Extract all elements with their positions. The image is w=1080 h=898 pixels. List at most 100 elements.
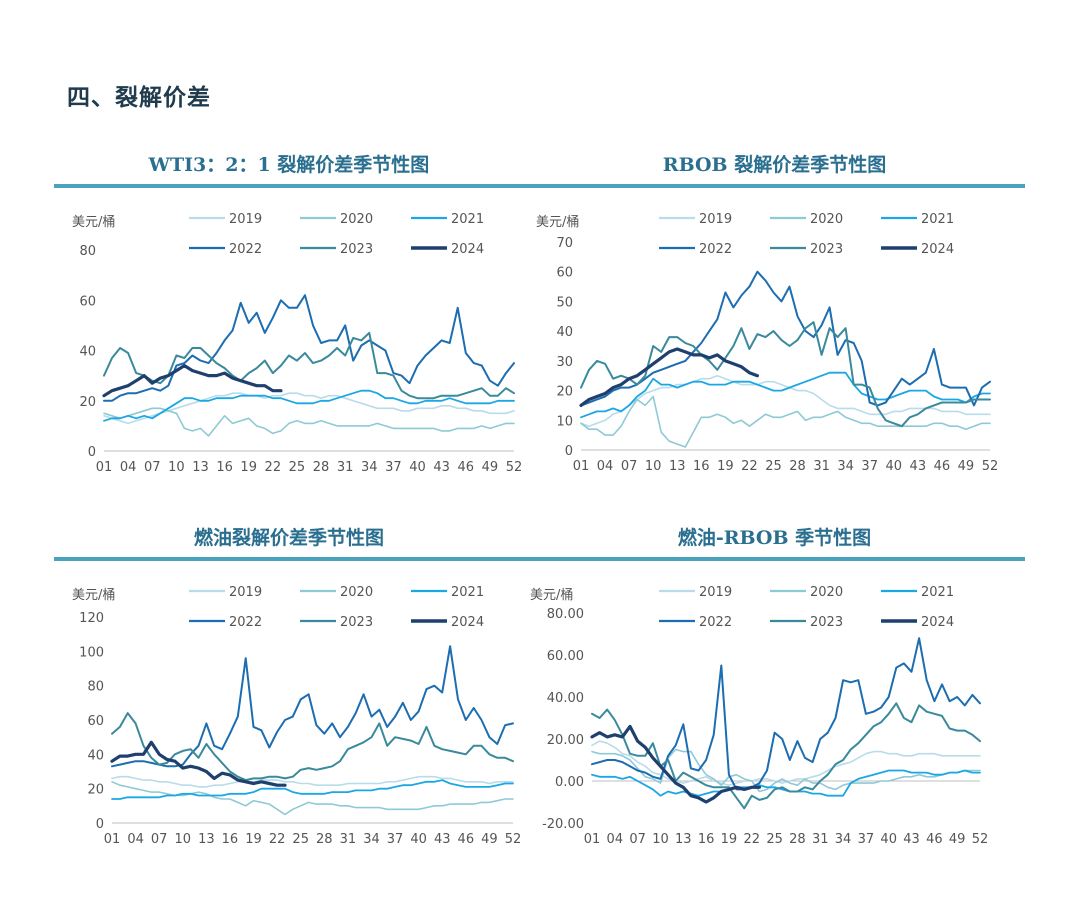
x-tick-label: 16 [698, 832, 715, 847]
series-line-2023 [591, 702, 981, 810]
x-tick-label: 19 [240, 460, 257, 475]
x-tick-label: 31 [813, 459, 830, 474]
x-tick-label: 52 [506, 460, 523, 475]
x-tick-label: 52 [972, 832, 989, 847]
x-tick-label: 43 [434, 832, 451, 847]
x-tick-label: 49 [481, 832, 498, 847]
x-tick-label: 52 [505, 832, 522, 847]
y-tick-label: 10 [556, 414, 573, 429]
series-line-2023 [111, 712, 514, 782]
x-tick-label: 22 [741, 459, 758, 474]
series-line-2024 [579, 347, 759, 407]
x-tick-label: 31 [340, 832, 357, 847]
legend-label: 2019 [229, 212, 262, 227]
series-line-2019 [111, 775, 514, 788]
title-divider [54, 184, 524, 188]
x-tick-label: 16 [222, 832, 239, 847]
chart-title: RBOB 裂解价差季节性图 [662, 154, 887, 176]
x-tick-label: 40 [409, 460, 426, 475]
y-tick-label: 80.00 [547, 607, 584, 622]
series-line-2022 [580, 270, 991, 407]
chart-panel-wti: WTI3：2：1 裂解价差季节性图 美元/桶 2019 2020 2021 2022 20… [54, 150, 524, 490]
series-line-2024 [102, 364, 283, 398]
y-tick-label: 20 [79, 395, 96, 410]
x-tick-label: 46 [457, 460, 474, 475]
y-tick-label: 0.00 [555, 775, 584, 790]
x-tick-label: 52 [982, 459, 999, 474]
x-tick-label: 28 [789, 832, 806, 847]
x-tick-label: 13 [192, 460, 209, 475]
legend-label: 2021 [451, 585, 484, 600]
chart-fuel-rbob: 美元/桶 2019 2020 2021 2022 2023 2024 -20.00 0.00 20… [530, 585, 989, 847]
x-tick-label: 10 [168, 460, 185, 475]
legend-label: 2023 [340, 242, 373, 257]
y-tick-label: 40 [556, 325, 573, 340]
x-tick-label: 04 [120, 460, 137, 475]
y-tick-label: 0 [96, 817, 104, 832]
x-tick-label: 34 [837, 459, 854, 474]
series-line-2024 [590, 724, 761, 804]
series-line-2020 [111, 781, 514, 816]
x-tick-label: 25 [765, 459, 782, 474]
x-tick-label: 37 [858, 832, 875, 847]
x-tick-label: 37 [861, 459, 878, 474]
x-tick-label: 31 [337, 460, 354, 475]
title-divider [54, 557, 524, 561]
y-tick-label: 40.00 [547, 691, 584, 706]
legend-label: 2021 [921, 212, 954, 227]
title-divider [524, 184, 1025, 188]
series-line-2022 [111, 645, 514, 768]
y-tick-label: 0 [88, 445, 96, 460]
y-tick-label: 80 [87, 680, 104, 695]
legend-label: 2023 [810, 242, 843, 257]
x-tick-label: 34 [361, 460, 378, 475]
x-tick-label: 28 [316, 832, 333, 847]
y-tick-label: 60 [87, 714, 104, 729]
x-tick-label: 10 [174, 832, 191, 847]
x-tick-label: 19 [717, 459, 734, 474]
legend-label: 2021 [451, 212, 484, 227]
legend-label: 2019 [699, 585, 732, 600]
x-tick-label: 22 [265, 460, 282, 475]
legend-label: 2020 [340, 585, 373, 600]
x-tick-label: 13 [675, 832, 692, 847]
x-tick-label: 25 [289, 460, 306, 475]
x-tick-label: 37 [385, 460, 402, 475]
chart-panel-fuel: 燃油裂解价差季节性图 美元/桶 2019 2020 2021 2022 2023 2024 0… [54, 523, 524, 863]
x-tick-label: 25 [766, 832, 783, 847]
x-tick-label: 43 [903, 832, 920, 847]
legend-label: 2024 [921, 242, 954, 257]
series-line-2020 [591, 748, 981, 793]
series-line-2021 [111, 779, 514, 800]
x-tick-label: 16 [693, 459, 710, 474]
x-tick-label: 19 [721, 832, 738, 847]
y-tick-label: 50 [556, 295, 573, 310]
legend-label: 2023 [340, 615, 373, 630]
chart-panel-rbob: RBOB 裂解价差季节性图 美元/桶 2019 2020 2021 2022 2023 20… [524, 150, 1025, 490]
x-tick-label: 10 [652, 832, 669, 847]
series-line-2022 [591, 637, 981, 791]
y-tick-label: 40 [79, 345, 96, 360]
x-tick-label: 07 [151, 832, 168, 847]
chart-title: 燃油裂解价差季节性图 [193, 527, 384, 549]
y-tick-label: 100 [79, 645, 104, 660]
series-line-2019 [103, 392, 515, 425]
x-tick-label: 34 [835, 832, 852, 847]
title-divider [524, 557, 1025, 561]
x-tick-label: 01 [584, 832, 601, 847]
series-line-2021 [103, 389, 515, 422]
x-tick-label: 46 [458, 832, 475, 847]
y-tick-label: 60.00 [547, 649, 584, 664]
x-tick-label: 28 [313, 460, 330, 475]
x-tick-label: 43 [433, 460, 450, 475]
legend-label: 2022 [699, 615, 732, 630]
chart-title: WTI3：2：1 裂解价差季节性图 [148, 154, 430, 176]
legend-label: 2020 [810, 212, 843, 227]
series-line-2021 [580, 371, 991, 419]
legend-label: 2021 [921, 585, 954, 600]
x-tick-label: 49 [949, 832, 966, 847]
y-tick-label: 60 [79, 294, 96, 309]
x-tick-label: 04 [597, 459, 614, 474]
